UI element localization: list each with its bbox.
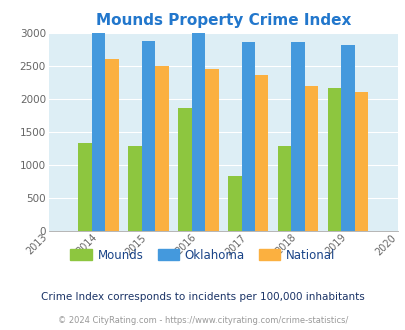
Bar (341, 45, 354, 231)
Bar (128, 146, 141, 231)
Bar (228, 176, 241, 231)
Bar (155, 66, 168, 231)
Bar (92, 33, 105, 231)
Legend: Mounds, Oklahoma, National: Mounds, Oklahoma, National (66, 244, 339, 266)
Bar (178, 108, 191, 231)
Title: Mounds Property Crime Index: Mounds Property Crime Index (95, 13, 350, 28)
Bar (205, 69, 218, 231)
Bar (141, 41, 155, 231)
Bar (354, 92, 367, 231)
Bar (254, 75, 268, 231)
Bar (291, 42, 304, 231)
Bar (241, 42, 254, 231)
Bar (277, 146, 291, 231)
Text: © 2024 CityRating.com - https://www.cityrating.com/crime-statistics/: © 2024 CityRating.com - https://www.city… (58, 316, 347, 325)
Text: Crime Index corresponds to incidents per 100,000 inhabitants: Crime Index corresponds to incidents per… (41, 292, 364, 302)
Bar (191, 33, 205, 231)
Bar (78, 143, 92, 231)
Bar (327, 88, 341, 231)
Bar (304, 86, 318, 231)
Bar (105, 59, 119, 231)
